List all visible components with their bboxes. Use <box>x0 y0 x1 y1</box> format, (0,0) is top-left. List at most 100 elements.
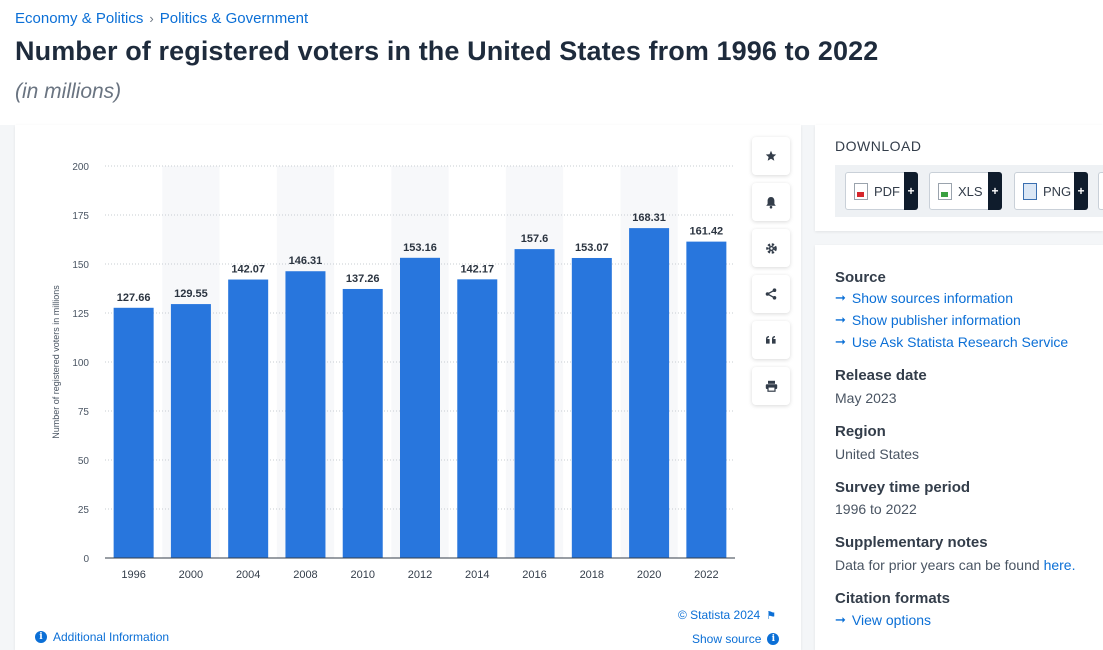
bar <box>342 288 383 558</box>
x-tick-label: 2008 <box>293 569 317 581</box>
data-label: 142.17 <box>460 263 494 275</box>
data-label: 129.55 <box>174 288 208 300</box>
release-date-value: May 2023 <box>835 390 897 406</box>
supplementary-notes-text: Data for prior years can be found <box>835 557 1040 573</box>
share-icon <box>765 288 777 300</box>
cite-button[interactable] <box>752 321 790 359</box>
data-label: 137.26 <box>346 273 380 285</box>
bar <box>629 228 670 558</box>
bar <box>285 271 326 558</box>
x-tick-label: 2004 <box>236 569 260 581</box>
arrow-right-icon: ➞ <box>835 612 846 627</box>
chart-card: 0 25 50 75 100 125 150 175 200 127.66 1996 129.55 20… <box>15 125 801 650</box>
download-xls-label: XLS <box>958 183 983 199</box>
y-tick-label: 0 <box>83 554 89 565</box>
chart-toolbar <box>752 137 790 413</box>
pdf-file-icon <box>854 182 868 200</box>
png-file-icon <box>1023 182 1037 200</box>
supplementary-notes-here-link[interactable]: here. <box>1043 557 1076 573</box>
additional-information-link[interactable]: i Additional Information <box>35 630 169 644</box>
download-more-button[interactable] <box>1098 172 1103 210</box>
star-icon <box>765 150 777 161</box>
show-source-link[interactable]: Show source i <box>692 632 780 646</box>
print-button[interactable] <box>752 367 790 405</box>
breadcrumb-separator: › <box>149 11 154 26</box>
show-publisher-label: Show publisher information <box>851 312 1021 328</box>
plus-icon: + <box>988 172 1002 210</box>
breadcrumb-economy-politics[interactable]: Economy & Politics <box>15 10 144 27</box>
citation-formats-heading: Citation formats <box>835 590 951 607</box>
data-label: 142.07 <box>231 264 265 276</box>
download-xls-button[interactable]: XLS + <box>929 172 1002 210</box>
x-tick-label: 2018 <box>580 569 604 581</box>
bell-icon <box>766 196 776 208</box>
header: Economy & Politics › Politics & Governme… <box>0 0 1103 125</box>
statista-copyright[interactable]: © Statista 2024 ⚑ <box>678 608 776 622</box>
bar <box>686 241 727 558</box>
show-sources-label: Show sources information <box>851 290 1013 306</box>
survey-period-value: 1996 to 2022 <box>835 501 917 517</box>
notification-button[interactable] <box>752 183 790 221</box>
arrow-right-icon: ➞ <box>835 290 846 305</box>
show-source-label: Show source <box>692 632 762 646</box>
print-icon <box>765 380 777 392</box>
ask-statista-label: Use Ask Statista Research Service <box>851 334 1069 350</box>
y-tick-label: 125 <box>72 309 89 320</box>
info-icon: i <box>35 631 47 643</box>
quote-icon <box>766 336 776 344</box>
additional-information-label: Additional Information <box>53 630 170 644</box>
data-label: 157.6 <box>521 233 549 245</box>
x-tick-label: 2020 <box>637 569 661 581</box>
download-png-button[interactable]: PNG + <box>1014 172 1088 210</box>
download-panel: DOWNLOAD PDF + XLS + PNG + <box>815 125 1103 231</box>
view-options-label: View options <box>851 612 932 628</box>
view-options-link[interactable]: ➞ View options <box>835 612 931 628</box>
gear-icon <box>765 242 777 254</box>
bar <box>571 257 612 558</box>
favorite-button[interactable] <box>752 137 790 175</box>
y-tick-label: 150 <box>72 260 89 271</box>
data-label: 168.31 <box>632 212 666 224</box>
release-date-heading: Release date <box>835 367 927 384</box>
data-label: 127.66 <box>117 292 151 304</box>
supplementary-notes-value: Data for prior years can be found here. <box>835 557 1075 573</box>
survey-period-heading: Survey time period <box>835 479 971 496</box>
bar <box>113 307 154 558</box>
ask-statista-link[interactable]: ➞ Use Ask Statista Research Service <box>835 334 1068 350</box>
bar <box>228 279 269 558</box>
breadcrumb-politics-government[interactable]: Politics & Government <box>159 10 309 27</box>
download-pdf-label: PDF <box>874 183 900 199</box>
source-heading: Source <box>835 269 886 286</box>
plus-icon: + <box>1074 172 1088 210</box>
download-title: DOWNLOAD <box>835 138 922 154</box>
download-buttons: PDF + XLS + PNG + <box>835 165 1103 217</box>
bar-chart: 0 25 50 75 100 125 150 175 200 127.66 1996 129.55 20… <box>51 162 735 581</box>
x-tick-label: 2012 <box>408 569 432 581</box>
y-tick-label: 50 <box>78 456 90 467</box>
breadcrumb: Economy & Politics › Politics & Governme… <box>15 10 308 27</box>
show-publisher-link[interactable]: ➞ Show publisher information <box>835 312 1021 328</box>
bar <box>514 249 555 558</box>
settings-button[interactable] <box>752 229 790 267</box>
data-label: 153.16 <box>403 242 437 254</box>
plus-icon: + <box>904 172 918 210</box>
xls-file-icon <box>938 182 952 200</box>
download-png-label: PNG <box>1043 183 1072 199</box>
y-axis-label: Number of registered voters in millions <box>51 285 61 439</box>
copyright-text: © Statista 2024 <box>678 608 761 622</box>
page-title: Number of registered voters in the Unite… <box>15 36 879 66</box>
x-tick-label: 1996 <box>121 569 145 581</box>
arrow-right-icon: ➞ <box>835 312 846 327</box>
y-tick-label: 175 <box>72 211 89 222</box>
x-tick-label: 2000 <box>179 569 203 581</box>
data-label: 146.31 <box>289 255 323 267</box>
x-tick-label: 2022 <box>694 569 718 581</box>
share-button[interactable] <box>752 275 790 313</box>
y-tick-label: 75 <box>78 407 90 418</box>
show-sources-link[interactable]: ➞ Show sources information <box>835 290 1013 306</box>
download-pdf-button[interactable]: PDF + <box>845 172 918 210</box>
flag-icon: ⚑ <box>766 610 777 622</box>
x-tick-label: 2016 <box>522 569 546 581</box>
arrow-right-icon: ➞ <box>835 334 846 349</box>
y-tick-label: 25 <box>78 505 90 516</box>
